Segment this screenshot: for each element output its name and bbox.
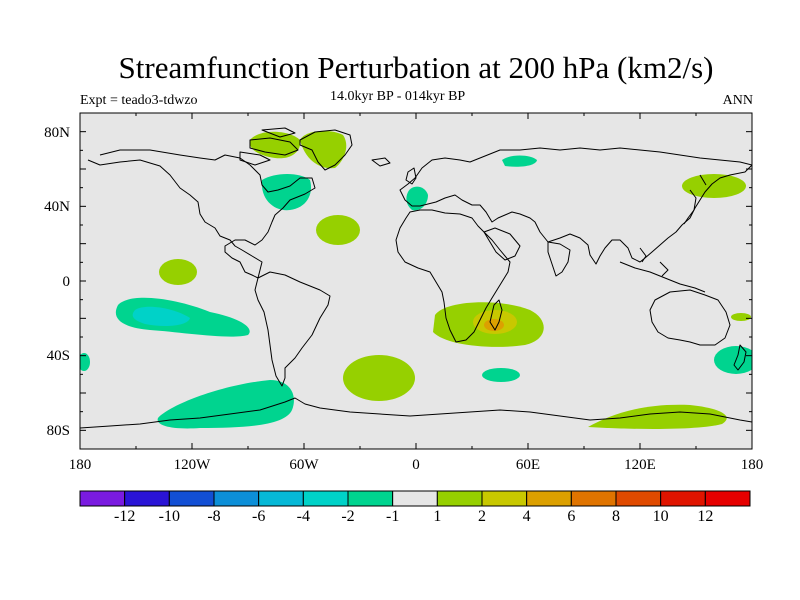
lon-tick-label: 60E (515, 457, 541, 473)
colorbar-label: 2 (478, 508, 486, 525)
anomaly-south-atlantic (343, 355, 415, 401)
australia-coast (649, 289, 731, 346)
lat-tick-label: 0 (62, 274, 71, 290)
new-zealand-coast (733, 344, 747, 371)
colorbar-swatch (168, 490, 215, 507)
lon-tick-label: 180 (740, 457, 764, 473)
antarctica-coast (80, 397, 752, 429)
colorbar-label: 12 (697, 508, 714, 525)
colorbar-label: 10 (652, 508, 669, 525)
anomaly-new-zealand (714, 346, 752, 374)
anomaly-central-pacific (159, 259, 197, 285)
colorbar-swatch (526, 490, 572, 507)
anomaly-southern-indian (482, 368, 520, 382)
colorbar-swatch (660, 490, 706, 507)
lon-tick-label: 180 (68, 457, 92, 473)
japan-coast (683, 174, 707, 225)
uk-coast (405, 167, 417, 185)
anomaly-antarctic-140e (588, 404, 727, 429)
anomaly-north-atlantic (316, 215, 360, 245)
lat-tick-label: 40S (46, 348, 70, 364)
lat-tick-label: 80S (46, 423, 70, 439)
south-america-coast (254, 271, 331, 387)
lon-tick-label: 60W (289, 457, 319, 473)
colorbar (79, 490, 751, 507)
chart-title: Streamfunction Perturbation at 200 hPa (… (118, 50, 714, 85)
colorbar-swatch (79, 490, 126, 507)
time-period-label: 14.0kyr BP - 014kyr BP (330, 89, 466, 104)
colorbar-label: 6 (567, 508, 576, 525)
anomaly-western-europe (406, 186, 428, 211)
madagascar-coast (489, 299, 503, 331)
iceland-coast (371, 157, 391, 167)
colorbar-label: -10 (158, 508, 180, 525)
colorbar-label: -8 (207, 508, 221, 525)
axis-ticks (79, 112, 753, 450)
anomaly-northwest-pacific (682, 174, 746, 198)
lon-tick-label: 120W (173, 457, 211, 473)
colorbar-label: -12 (113, 508, 136, 525)
africa-coast (395, 209, 511, 343)
north-america-coast (87, 149, 316, 279)
colorbar-label: -4 (296, 508, 310, 525)
colorbar-swatch (704, 490, 751, 507)
eurasia-coast (399, 147, 752, 265)
india-coast (547, 241, 571, 277)
anomaly-east-north-america (261, 174, 312, 211)
lon-tick-label: 120E (624, 457, 656, 473)
colorbar-swatch (347, 490, 394, 507)
colorbar-swatch (258, 490, 304, 507)
colorbar-swatch (124, 490, 170, 507)
arctic-islands (239, 127, 299, 166)
anomaly-barents (502, 155, 537, 167)
colorbar-label: 1 (433, 508, 442, 525)
colorbar-label: -6 (251, 508, 266, 525)
colorbar-swatch (302, 490, 349, 507)
anomaly-south-pacific-core (132, 306, 190, 326)
lat-tick-label: 80N (44, 125, 70, 141)
coastlines (80, 127, 752, 429)
lon-tick-label: 0 (412, 457, 420, 473)
colorbar-swatch (213, 490, 260, 507)
colorbar-label: 4 (522, 508, 531, 525)
colorbar-label: 8 (612, 508, 620, 525)
southeast-asia-islands (619, 247, 706, 293)
colorbar-swatch (570, 490, 617, 507)
lat-tick-label: 40N (44, 199, 70, 215)
colorbar-label: -1 (385, 508, 400, 525)
anomaly-greenland (300, 130, 347, 169)
season-label: ANN (722, 93, 753, 108)
anomaly-south-pacific-high-lat (157, 380, 294, 429)
colorbar-swatch (436, 490, 483, 507)
anomaly-southwest-pacific (731, 313, 751, 321)
arabia-coast (483, 227, 521, 261)
greenland-coast (299, 129, 353, 171)
colorbar-label: -2 (341, 508, 355, 525)
colorbar-swatch (615, 490, 662, 507)
colorbar-swatch (481, 490, 528, 507)
experiment-label: Expt = teado3-tdwzo (80, 93, 198, 108)
colorbar-swatch (392, 490, 438, 507)
plot-background (80, 113, 752, 449)
anomaly-new-zealand-west (80, 353, 90, 371)
